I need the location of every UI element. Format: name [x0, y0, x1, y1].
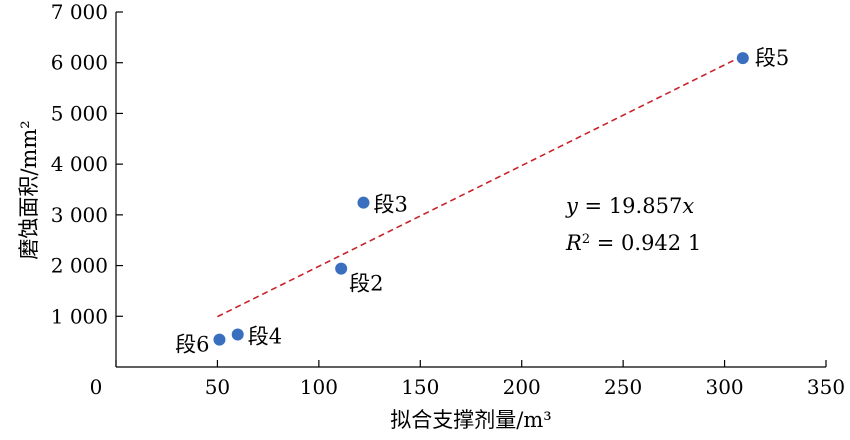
- y-tick-label: 1 000: [51, 304, 108, 328]
- x-ticks: 0 50 100 150 200 250 300 350: [90, 360, 845, 399]
- data-points: 段2 段3 段4 段5 段6: [175, 46, 789, 356]
- r-squared-var: R: [565, 231, 582, 255]
- data-point: [335, 262, 348, 275]
- x-axis-title: 拟合支撑剂量/m³: [390, 408, 551, 432]
- x-tick-label: 50: [205, 375, 230, 399]
- x-tick-label: 0: [90, 375, 103, 399]
- r-squared-label: R2 = 0.942 1: [565, 231, 701, 255]
- trendline: [217, 55, 744, 318]
- y-tick-label: 6 000: [51, 51, 108, 75]
- y-tick-label: 3 000: [51, 203, 108, 227]
- x-tick-label: 350: [807, 375, 845, 399]
- x-tick-label: 150: [401, 375, 439, 399]
- trendline-group: [217, 55, 744, 318]
- y-tick-label: 4 000: [51, 152, 108, 176]
- data-point: [736, 52, 749, 65]
- y-ticks: 1 000 2 000 3 000 4 000 5 000 6 000 7 000: [51, 0, 123, 328]
- x-tick-label: 200: [503, 375, 541, 399]
- y-tick-label: 7 000: [51, 0, 108, 24]
- x-tick-label: 250: [604, 375, 642, 399]
- data-point-label: 段5: [755, 46, 789, 70]
- x-tick-label: 100: [300, 375, 338, 399]
- y-tick-label: 5 000: [51, 101, 108, 125]
- equation-x-var: x: [682, 194, 694, 218]
- equation-coefficient: = 19.857: [578, 194, 682, 218]
- data-point-label: 段4: [248, 325, 282, 349]
- trendline-equation: y = 19.857x: [565, 194, 694, 218]
- data-point: [213, 333, 226, 346]
- y-tick-label: 2 000: [51, 254, 108, 278]
- y-axis-title: 磨蚀面积/mm²: [17, 120, 41, 259]
- data-point-label: 段3: [373, 193, 407, 217]
- data-point: [357, 196, 370, 209]
- data-point: [231, 328, 244, 341]
- data-point-label: 段2: [349, 272, 383, 296]
- r-squared-sup: 2: [582, 232, 590, 247]
- r-squared-value: = 0.942 1: [590, 231, 701, 255]
- x-tick-label: 300: [705, 375, 743, 399]
- axes: [115, 12, 826, 368]
- data-point-label: 段6: [175, 333, 209, 357]
- equation-y-var: y: [565, 194, 579, 218]
